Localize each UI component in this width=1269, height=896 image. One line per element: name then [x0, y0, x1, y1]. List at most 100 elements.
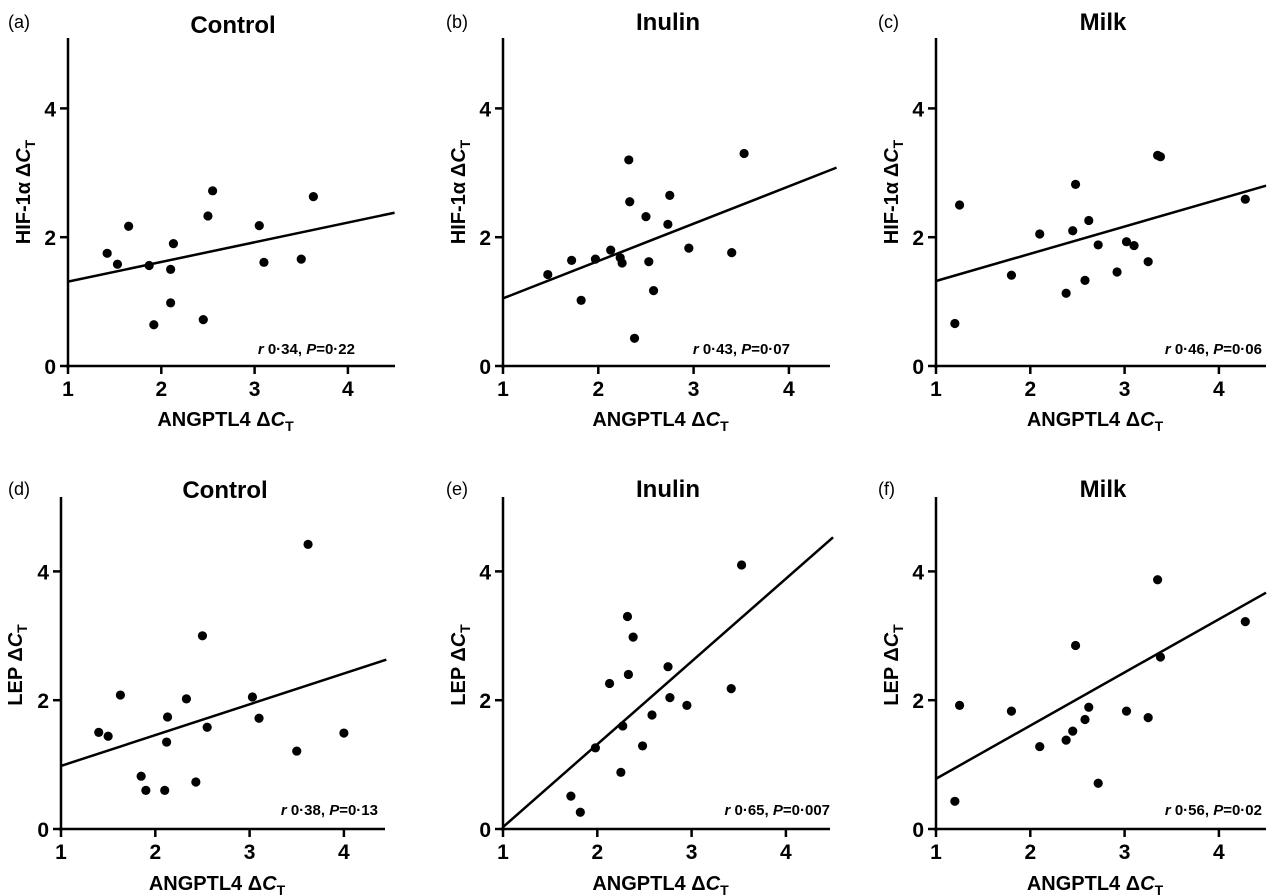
data-point [1241, 617, 1250, 626]
y-tick-label: 2 [44, 227, 56, 250]
x-axis-label: ANGPTL4 ΔCT [149, 873, 286, 896]
y-tick-label: 2 [912, 227, 924, 250]
data-point [629, 632, 638, 641]
y-tick-label: 0 [479, 356, 491, 379]
data-point [94, 728, 103, 737]
x-tick-label: 4 [780, 841, 792, 864]
data-point [566, 792, 575, 801]
data-point [737, 560, 746, 569]
y-axis-label: HIF-1α ΔCT [881, 139, 906, 244]
data-point [1153, 575, 1162, 584]
y-tick-label: 4 [37, 561, 49, 584]
data-point [1144, 713, 1153, 722]
y-tick-label: 0 [44, 356, 56, 379]
x-axis-label: ANGPTL4 ΔCT [1027, 873, 1164, 896]
regression-line [503, 168, 837, 299]
data-point [124, 222, 133, 231]
x-tick-label: 3 [244, 841, 256, 864]
data-point [624, 670, 633, 679]
correlation-stats: r 0·38, P=0·13 [281, 802, 378, 819]
y-tick-label: 4 [44, 98, 56, 121]
y-tick-label: 2 [479, 690, 491, 713]
regression-line [68, 213, 395, 282]
data-point [309, 192, 318, 201]
correlation-stats: r 0·65, P=0·007 [724, 802, 830, 819]
data-point [1144, 257, 1153, 266]
panel-letter: (f) [878, 479, 895, 499]
panel-title: Milk [1080, 9, 1127, 36]
panel-letter: (c) [878, 12, 899, 32]
data-point [191, 777, 200, 786]
y-axis-label: HIF-1α ΔCT [448, 139, 473, 244]
data-point [1129, 241, 1138, 250]
data-point [740, 149, 749, 158]
x-tick-label: 2 [1024, 841, 1036, 864]
x-tick-label: 4 [783, 378, 795, 401]
data-point [684, 244, 693, 253]
y-axis-label: HIF-1α ΔCT [13, 139, 38, 244]
x-tick-label: 2 [592, 378, 604, 401]
data-point [618, 721, 627, 730]
data-point [727, 684, 736, 693]
x-tick-label: 3 [686, 841, 698, 864]
scatter-panel: (c) Milk 1 2 3 4 0 2 4 ANGPTL4 ΔCT HIF-1α ΔCT r 0·4… [878, 9, 1266, 434]
data-point [618, 258, 627, 267]
x-tick-label: 1 [497, 841, 509, 864]
x-tick-label: 1 [930, 841, 942, 864]
data-point [1062, 736, 1071, 745]
x-tick-label: 4 [338, 841, 350, 864]
y-tick-label: 2 [479, 227, 491, 250]
scatter-panel: (a) Control 1 2 3 4 0 2 4 ANGPTL4 ΔCT HIF-1α ΔCT r … [8, 12, 395, 434]
data-point [208, 186, 217, 195]
data-point [1068, 727, 1077, 736]
data-point [665, 693, 674, 702]
x-axis-label: ANGPTL4 ΔCT [1027, 409, 1164, 434]
data-point [203, 723, 212, 732]
panel-title: Control [190, 12, 275, 39]
data-point [103, 249, 112, 258]
x-axis-label: ANGPTL4 ΔCT [157, 409, 294, 434]
data-point [591, 254, 600, 263]
data-point [1062, 289, 1071, 298]
correlation-stats: r 0·46, P=0·06 [1165, 341, 1262, 358]
x-tick-label: 2 [591, 841, 603, 864]
data-point [1007, 271, 1016, 280]
regression-line [503, 537, 833, 827]
data-point [616, 768, 625, 777]
data-point [1071, 180, 1080, 189]
regression-line [936, 593, 1266, 779]
data-point [198, 631, 207, 640]
data-point [1007, 707, 1016, 716]
x-tick-label: 1 [930, 378, 942, 401]
data-point [163, 712, 172, 721]
correlation-stats: r 0·56, P=0·02 [1165, 802, 1262, 819]
scatter-panel: (f) Milk 1 2 3 4 0 2 4 ANGPTL4 ΔCT LEP ΔCT r 0·56, … [878, 476, 1266, 896]
y-tick-label: 4 [912, 98, 924, 121]
data-point [1084, 703, 1093, 712]
data-point [567, 256, 576, 265]
data-point [166, 265, 175, 274]
y-axis-label: LEP ΔCT [881, 624, 906, 706]
data-point [605, 679, 614, 688]
y-tick-label: 0 [912, 356, 924, 379]
data-point [682, 701, 691, 710]
x-axis-label: ANGPTL4 ΔCT [592, 409, 729, 434]
data-point [663, 220, 672, 229]
data-point [649, 286, 658, 295]
scatter-panel: (b) Inulin 1 2 3 4 0 2 4 ANGPTL4 ΔCT HIF-1α ΔCT r 0… [446, 9, 837, 434]
data-point [644, 257, 653, 266]
data-point [166, 298, 175, 307]
x-tick-label: 4 [1213, 841, 1225, 864]
data-point [955, 200, 964, 209]
data-point [623, 612, 632, 621]
data-point [606, 245, 615, 254]
scatter-panel: (e) Inulin1 2 3 4024ANGPTL4 ΔCTLEP ΔCTr 0·65… [446, 476, 833, 896]
regression-line [936, 186, 1266, 281]
scatter-panel: (d) Control1 2 3 4024ANGPTL4 ΔCTLEP ΔCTr 0·3… [5, 477, 386, 896]
x-tick-label: 3 [249, 378, 261, 401]
data-point [255, 221, 264, 230]
x-tick-label: 2 [155, 378, 167, 401]
data-point [303, 540, 312, 549]
x-tick-label: 4 [1213, 378, 1225, 401]
